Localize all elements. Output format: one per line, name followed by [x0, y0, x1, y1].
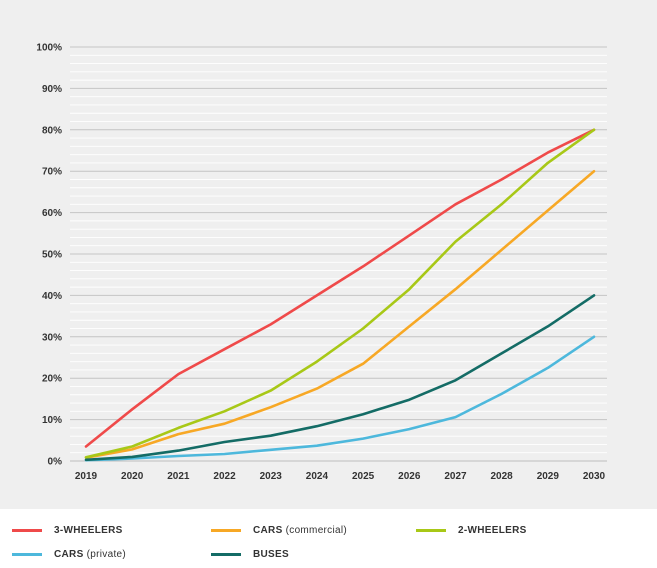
series-lines [84, 128, 596, 462]
legend-swatch-cars-private [12, 552, 42, 556]
legend-sublabel-cars-private: (private) [86, 548, 127, 560]
x-tick-label: 2025 [352, 471, 375, 482]
y-tick-label: 80% [42, 125, 62, 136]
legend-label-three-wheelers: 3-WHEELERS [54, 524, 123, 536]
x-tick-label: 2027 [444, 471, 467, 482]
y-tick-label: 90% [42, 84, 62, 95]
x-tick-label: 2030 [583, 471, 606, 482]
series-line-buses [84, 294, 596, 462]
series-line-two-wheelers [84, 128, 596, 459]
legend-label-cars-commercial: CARS [253, 524, 283, 536]
y-tick-label: 70% [42, 167, 62, 178]
legend-item-three-wheelers: 3-WHEELERS [12, 523, 123, 537]
legend-swatch-cars-commercial [211, 528, 241, 532]
y-axis-tick-labels: 0% 10% 20% 30% 40% 50% 60% 70% 80% 90% 100% [36, 43, 62, 468]
legend-item-two-wheelers: 2-WHEELERS [416, 523, 527, 537]
legend: 3-WHEELERS CARS (commercial) 2-WHEELERS … [0, 509, 657, 568]
y-tick-label: 0% [48, 457, 63, 468]
y-tick-label: 60% [42, 208, 62, 219]
legend-sublabel-cars-commercial: (commercial) [285, 524, 348, 536]
legend-label-cars-private: CARS [54, 548, 84, 560]
legend-swatch-three-wheelers [12, 528, 42, 532]
y-tick-label: 30% [42, 332, 62, 343]
y-tick-label: 40% [42, 291, 62, 302]
legend-label-buses: BUSES [253, 548, 289, 560]
series-line-three-wheelers [84, 128, 596, 448]
x-tick-label: 2021 [167, 471, 190, 482]
legend-swatch-buses [211, 552, 241, 556]
x-tick-label: 2024 [306, 471, 329, 482]
x-tick-label: 2020 [121, 471, 144, 482]
x-tick-label: 2029 [537, 471, 560, 482]
y-tick-label: 10% [42, 415, 62, 426]
legend-item-cars-private: CARS (private) [12, 547, 126, 561]
x-tick-label: 2028 [491, 471, 514, 482]
legend-swatch-two-wheelers [416, 528, 446, 532]
line-chart: 0%10%20%30%40%50%60%70%80%90%100% 2019 20… [36, 43, 607, 482]
x-axis-tick-labels: 2019 2020 2021 2022 2023 2024 2025 2026 2027 2028… [75, 471, 606, 482]
x-tick-label: 2019 [75, 471, 98, 482]
y-tick-label: 50% [42, 250, 62, 261]
x-tick-label: 2023 [260, 471, 283, 482]
legend-item-cars-commercial: CARS (commercial) [211, 523, 347, 537]
y-tick-label: 20% [42, 374, 62, 385]
series-line-cars-private [84, 335, 596, 462]
x-tick-label: 2022 [213, 471, 236, 482]
series-line-cars-commercial [84, 169, 596, 459]
legend-label-two-wheelers: 2-WHEELERS [458, 524, 527, 536]
major-gridlines [70, 46, 607, 462]
legend-item-buses: BUSES [211, 547, 289, 561]
y-tick-label: 100% [36, 43, 62, 54]
x-tick-label: 2026 [398, 471, 421, 482]
